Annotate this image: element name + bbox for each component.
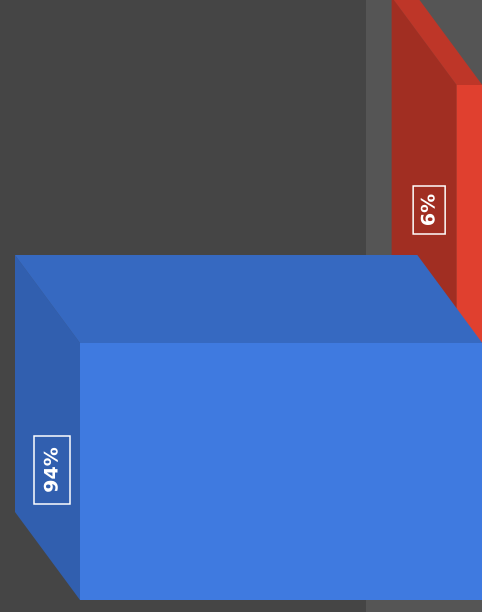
label-box	[33, 435, 71, 505]
value-label: 94%	[41, 447, 63, 492]
bar-front	[456, 85, 482, 343]
bar-front	[80, 343, 482, 600]
label-box	[412, 185, 446, 235]
marks: 6% 94%	[15, 0, 482, 600]
value-label: 6%	[418, 194, 440, 226]
bar-side	[15, 255, 80, 600]
bar-top	[393, 0, 482, 85]
bar-top	[15, 255, 482, 343]
